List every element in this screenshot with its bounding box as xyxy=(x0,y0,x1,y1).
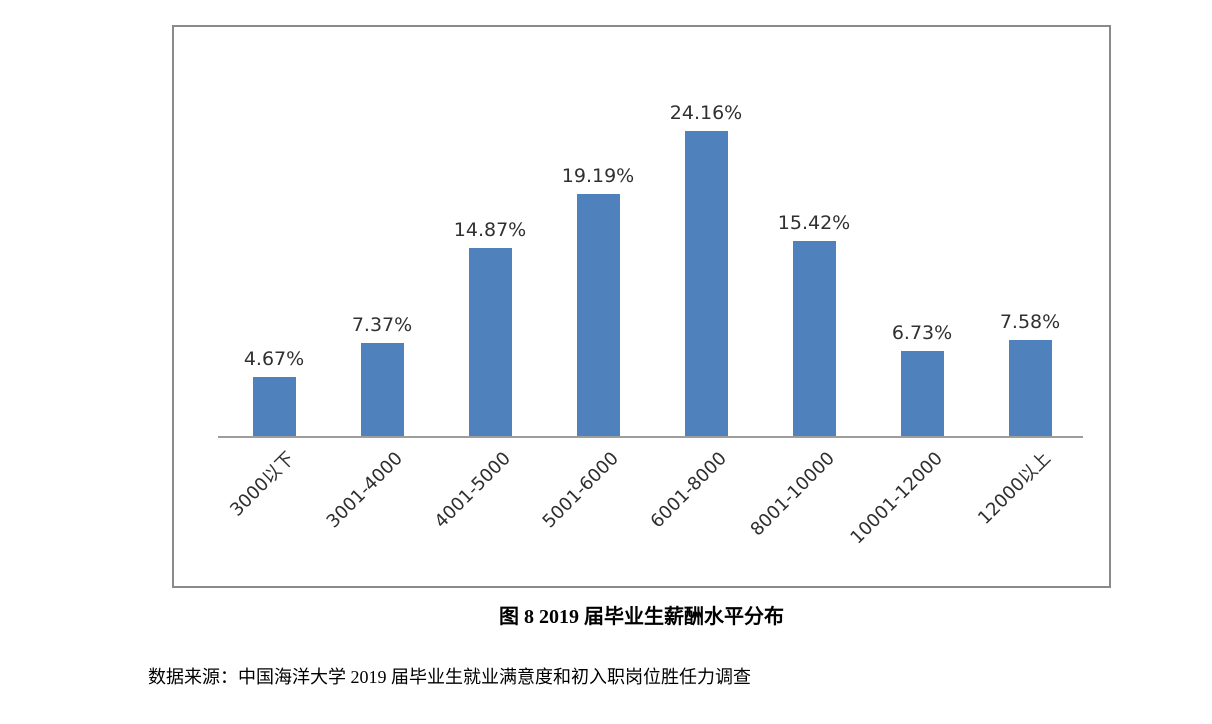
bar xyxy=(576,194,620,436)
bar-chart: 4.67% 3000以下 7.37% 3001-4000 14.87% 4001-5000… xyxy=(172,25,1111,588)
bar xyxy=(360,343,404,436)
bar-value-label: 6.73% xyxy=(891,322,953,344)
bar-value-label: 15.42% xyxy=(777,212,851,234)
figure-caption: 图 8 2019 届毕业生薪酬水平分布 xyxy=(499,606,784,628)
bar xyxy=(900,351,944,436)
bar xyxy=(684,131,728,436)
bar-value-label: 4.67% xyxy=(243,348,305,370)
bar-value-label: 14.87% xyxy=(453,219,527,241)
data-source-note: 数据来源：中国海洋大学 2019 届毕业生就业满意度和初入职岗位胜任力调查 xyxy=(148,667,751,687)
bar-value-label: 7.58% xyxy=(999,311,1061,333)
bar xyxy=(252,377,296,436)
bar-value-label: 7.37% xyxy=(351,314,413,336)
bar xyxy=(468,248,512,436)
bar-value-label: 19.19% xyxy=(561,165,635,187)
bar xyxy=(1008,340,1052,436)
x-axis-line xyxy=(218,436,1083,438)
bar xyxy=(792,241,836,436)
bar-value-label: 24.16% xyxy=(669,102,743,124)
